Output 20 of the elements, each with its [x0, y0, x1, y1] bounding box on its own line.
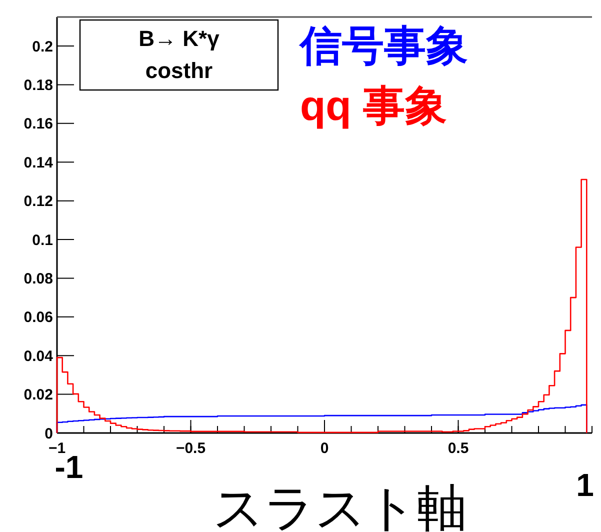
y-tick-label: 0.04 [24, 348, 54, 365]
y-tick-label: 0.14 [24, 154, 54, 172]
x-tick-label: 0 [320, 440, 329, 457]
y-tick-label: 0.02 [24, 386, 53, 404]
text: costhr [145, 58, 214, 83]
y-tick-label: 0.1 [32, 232, 53, 249]
x-tick-label: 0.5 [448, 440, 469, 457]
y-tick-label: 0.08 [24, 270, 53, 288]
y-tick-label: 0.06 [24, 309, 53, 326]
y-tick-label: 0 [44, 425, 53, 442]
y-tick-label: 0.2 [32, 38, 53, 56]
chart-title: B→ K*γ [138, 26, 220, 51]
text: qq 事象 [300, 82, 447, 129]
y-tick-label: 0.16 [24, 116, 53, 133]
x-tick-label: −0.5 [176, 440, 206, 457]
y-tick-label: 0.18 [24, 76, 53, 94]
y-tick-label: 0.12 [24, 193, 53, 210]
x-axis-title: スラスト軸 [213, 480, 467, 532]
text: 1 [576, 467, 594, 503]
text: 信号事象 [298, 22, 468, 69]
